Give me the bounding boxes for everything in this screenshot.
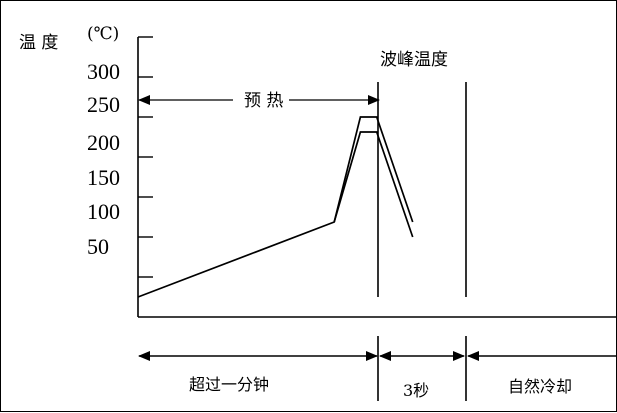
duration-label-cooling: 自然冷却 [508,377,572,396]
temperature-curve-1 [137,131,414,298]
preheat-label: 预 热 [244,91,283,111]
y-axis-label: 温 度 [19,33,58,53]
temperature-curves [137,116,414,298]
duration-label-preheat: 超过一分钟 [189,375,269,394]
y-tick-label-250: 250 [87,92,120,117]
y-axis-ticks [138,36,153,278]
y-tick-label-150: 150 [87,165,120,190]
duration-label-peak: 3秒 [403,381,429,400]
peak-temperature-label: 波峰温度 [380,50,448,70]
y-axis-unit: (℃) [87,24,119,44]
y-tick-label-50: 50 [87,234,109,259]
y-tick-label-200: 200 [87,130,120,155]
temperature-curve-2 [333,116,414,223]
y-tick-label-100: 100 [87,199,120,224]
y-tick-label-300: 300 [87,59,120,84]
